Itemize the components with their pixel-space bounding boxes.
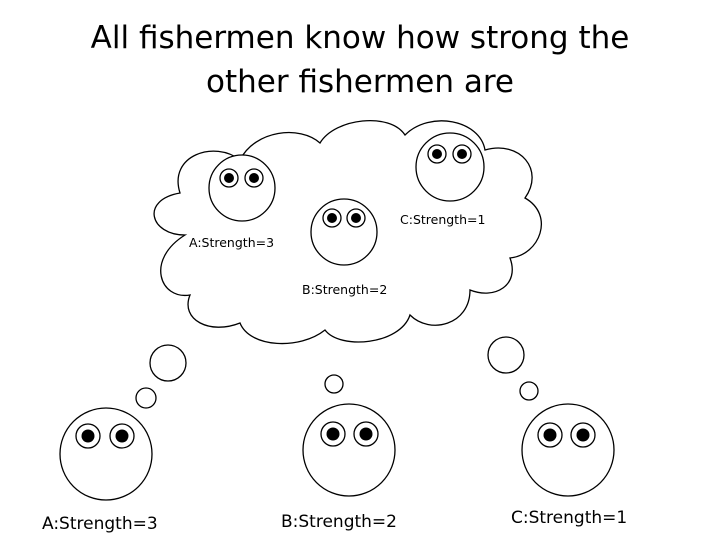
fisherman-a: A:Strength=3: [42, 407, 158, 534]
fisherman-b-label: B:Strength=2: [281, 512, 397, 532]
cloud-fisherman-b-right-pupil: [351, 213, 361, 223]
cloud-fisherman-a-right-pupil: [249, 173, 259, 183]
fisherman-c-left-pupil: [543, 428, 557, 442]
cloud-fisherman-c-head: [415, 132, 485, 202]
cloud-fisherman-b-head: [310, 198, 378, 266]
cloud-fisherman-b-label: B:Strength=2: [302, 282, 387, 297]
fisherman-c: C:Strength=1: [511, 403, 627, 528]
title-line-2: other fishermen are: [206, 64, 514, 100]
cloud-fisherman-a: A:Strength=3: [189, 154, 276, 250]
fisherman-a-left-pupil: [81, 429, 95, 443]
thought-bubble-c-small: [519, 381, 539, 401]
fisherman-b-head: [302, 403, 396, 497]
fisherman-b-left-pupil: [326, 427, 340, 441]
fisherman-c-right-pupil: [576, 428, 590, 442]
thought-bubble-a-large: [149, 344, 187, 382]
cloud-fisherman-c: C:Strength=1: [400, 132, 485, 227]
fisherman-b: B:Strength=2: [281, 403, 397, 532]
thought-bubbles: [135, 336, 539, 409]
fisherman-a-right-pupil: [115, 429, 129, 443]
cloud-fisherman-a-head: [208, 154, 276, 222]
thought-bubble-a-small: [135, 387, 157, 409]
thought-bubble-c-large: [487, 336, 525, 374]
fisherman-b-right-pupil: [359, 427, 373, 441]
fisherman-c-head: [521, 403, 615, 497]
fisherman-a-head: [59, 407, 153, 501]
slide-title: All fishermen know how strong the other …: [0, 16, 720, 104]
fisherman-a-label: A:Strength=3: [42, 514, 158, 534]
thought-bubble-b-small: [324, 374, 344, 394]
title-line-1: All fishermen know how strong the: [90, 20, 630, 56]
cloud-fisherman-c-label: C:Strength=1: [400, 212, 485, 227]
cloud-fisherman-c-right-pupil: [457, 149, 467, 159]
cloud-fisherman-c-left-pupil: [432, 149, 442, 159]
cloud-fisherman-b: B:Strength=2: [302, 198, 387, 297]
cloud-fisherman-a-left-pupil: [224, 173, 234, 183]
fisherman-c-label: C:Strength=1: [511, 508, 627, 528]
cloud-fisherman-b-left-pupil: [327, 213, 337, 223]
cloud-fisherman-a-label: A:Strength=3: [189, 235, 274, 250]
